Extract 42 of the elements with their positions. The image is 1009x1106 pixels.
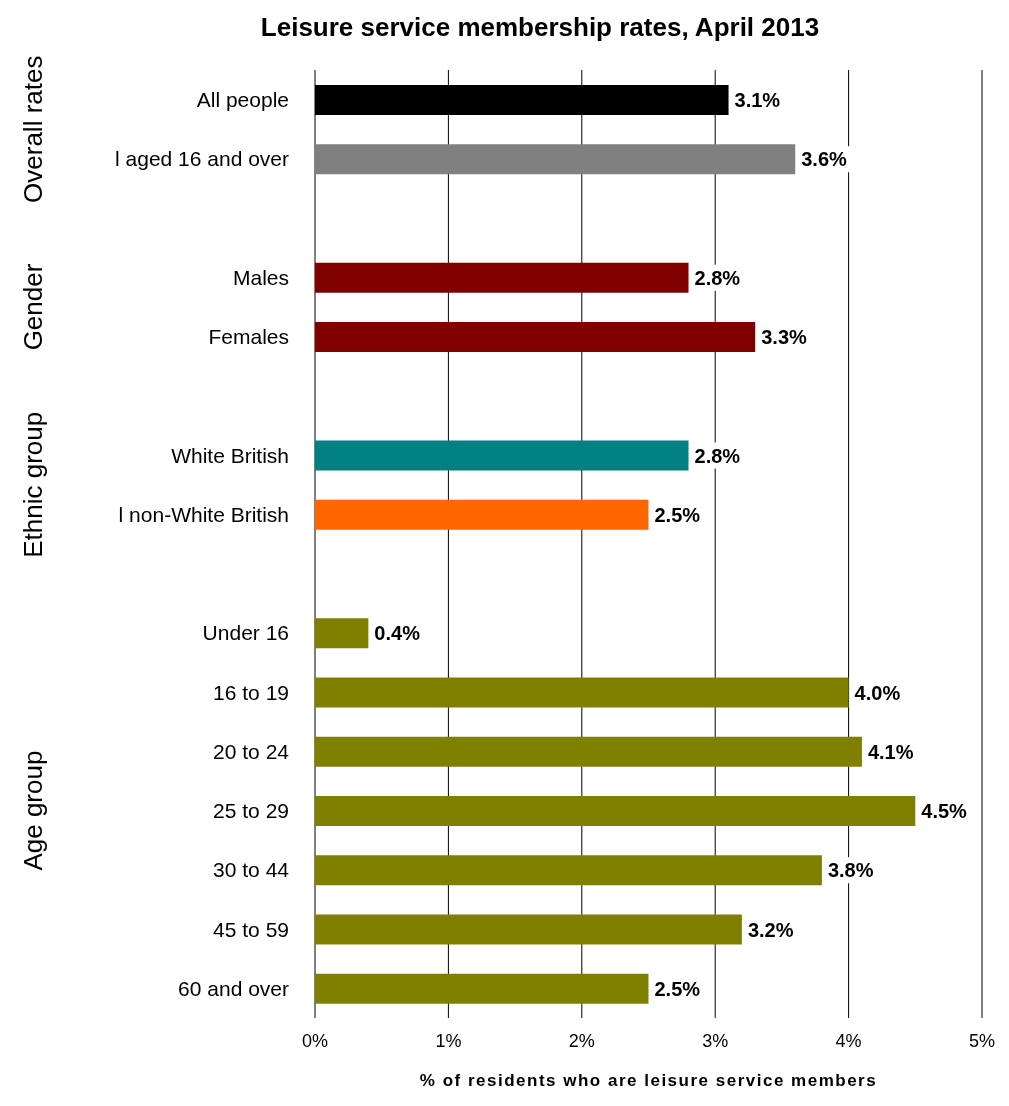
y-tick-label: 30 to 44 [213, 858, 290, 882]
data-label: 4.0% [854, 681, 901, 704]
data-label: 2.5% [654, 977, 701, 1000]
data-label: 3.3% [761, 326, 808, 348]
y-tick-label: 25 to 29 [213, 799, 289, 823]
x-tick-label: 0% [301, 1030, 329, 1051]
data-label: 3.1% [734, 89, 781, 111]
text: Gender [18, 263, 48, 351]
bar [315, 262, 689, 293]
data-label: 3.6% [801, 148, 848, 171]
x-tick-label: 1% [435, 1030, 462, 1051]
data-label: 2.5% [654, 503, 701, 526]
data-label: 4.1% [867, 740, 914, 763]
x-tick-label: 3% [702, 1030, 729, 1051]
bar [315, 144, 796, 175]
y-tick-label: 20 to 24 [213, 739, 290, 763]
y-tick-label: White British [171, 443, 289, 467]
data-label: 4.5% [921, 800, 968, 822]
y-tick-label: l non-White British [118, 502, 289, 526]
y-tick-label: l aged 16 and over [115, 147, 290, 171]
x-tick-label: 4% [835, 1030, 862, 1051]
text: Ethnic group [18, 411, 48, 558]
text: Overall rates [18, 55, 48, 203]
x-axis-title: % of residents who are leisure service members [419, 1071, 878, 1090]
data-label: 0.4% [374, 622, 421, 645]
y-tick-label: Males [232, 265, 289, 289]
data-label: 3.2% [747, 918, 794, 941]
x-tick-label: 5% [968, 1030, 996, 1051]
data-label: 2.8% [694, 444, 741, 467]
data-label: 3.8% [827, 859, 874, 882]
y-tick-label: 60 and over [178, 976, 289, 1000]
y-tick-label: 45 to 59 [213, 917, 289, 941]
y-tick-label: Females [208, 325, 289, 349]
bar [315, 855, 822, 886]
text: Age group [18, 750, 48, 871]
x-tick-label: 2% [568, 1030, 595, 1051]
bar [315, 440, 689, 471]
y-tick-label: All people [196, 88, 289, 112]
chart-title: Leisure service membership rates, April 2013 [259, 12, 821, 43]
data-label: 2.8% [694, 266, 741, 289]
y-tick-label: Under 16 [202, 621, 289, 645]
y-tick-label: 16 to 19 [213, 680, 289, 704]
